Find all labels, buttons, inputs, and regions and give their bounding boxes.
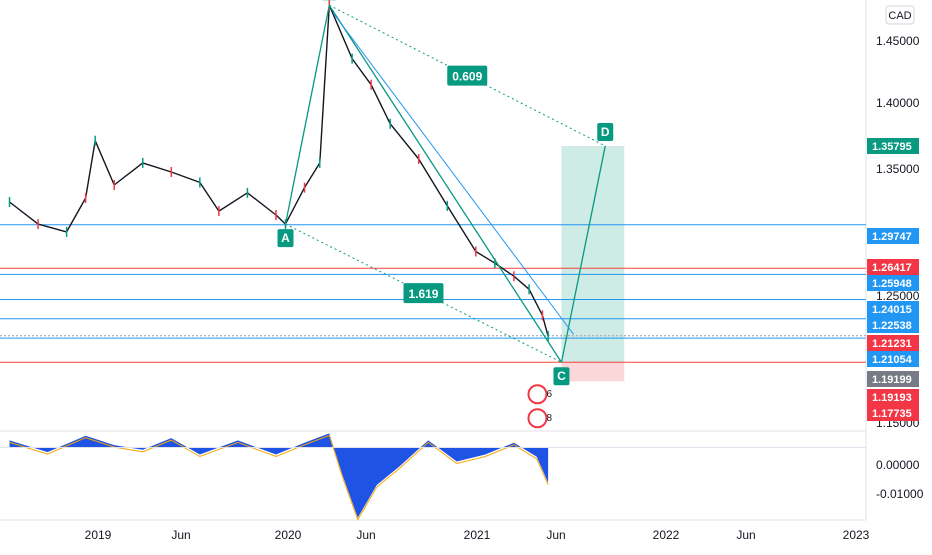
x-tick-label-5: Jun: [546, 528, 565, 542]
currency-label: CAD: [888, 10, 911, 22]
price-tag-label-3: 1.25948: [872, 278, 912, 290]
position-stop-zone[interactable]: [561, 362, 624, 381]
economic-event-count-0: 6: [546, 389, 552, 400]
pattern-point-c-label: C: [557, 369, 566, 383]
economic-event-count-1: 8: [546, 413, 552, 424]
economic-event-icon-1[interactable]: [528, 409, 546, 427]
price-tag-label-7: 1.21054: [872, 354, 913, 366]
price-tag-label-4: 1.24015: [872, 304, 912, 316]
osc-tick-label-0: 0.00000: [876, 458, 920, 472]
x-tick-label-2: 2020: [275, 528, 302, 542]
y-tick-label-2: 1.35000: [876, 162, 920, 176]
y-tick-label-0: 1.45000: [876, 34, 920, 48]
economic-event-icon-0[interactable]: [528, 385, 546, 403]
x-tick-label-3: Jun: [356, 528, 375, 542]
price-tag-label-2: 1.26417: [872, 262, 912, 274]
ratio-label-0: 0.609: [452, 70, 482, 84]
x-tick-label-4: 2021: [464, 528, 491, 542]
price-tag-label-0: 1.35795: [872, 141, 912, 153]
pattern-point-d-label: D: [601, 125, 610, 139]
ratio-label-1: 1.619: [408, 287, 438, 301]
x-tick-label-6: 2022: [653, 528, 680, 542]
price-tag-label-5: 1.22538: [872, 320, 912, 332]
position-target-zone[interactable]: [561, 146, 624, 362]
x-tick-label-8: 2023: [843, 528, 870, 542]
x-tick-label-0: 2019: [85, 528, 112, 542]
osc-tick-label-1: -0.01000: [876, 487, 924, 501]
x-tick-label-1: Jun: [171, 528, 190, 542]
y-tick-label-1: 1.40000: [876, 96, 920, 110]
pattern-point-a-label: A: [281, 231, 290, 245]
price-tag-label-8: 1.19199: [872, 374, 912, 386]
price-tag-label-10: 1.17735: [872, 408, 912, 420]
x-tick-label-7: Jun: [736, 528, 755, 542]
price-tag-label-6: 1.21231: [872, 338, 912, 350]
y-tick-label-3: 1.25000: [876, 289, 920, 303]
price-tag-label-9: 1.19193: [872, 392, 912, 404]
price-tag-label-1: 1.29747: [872, 231, 912, 243]
